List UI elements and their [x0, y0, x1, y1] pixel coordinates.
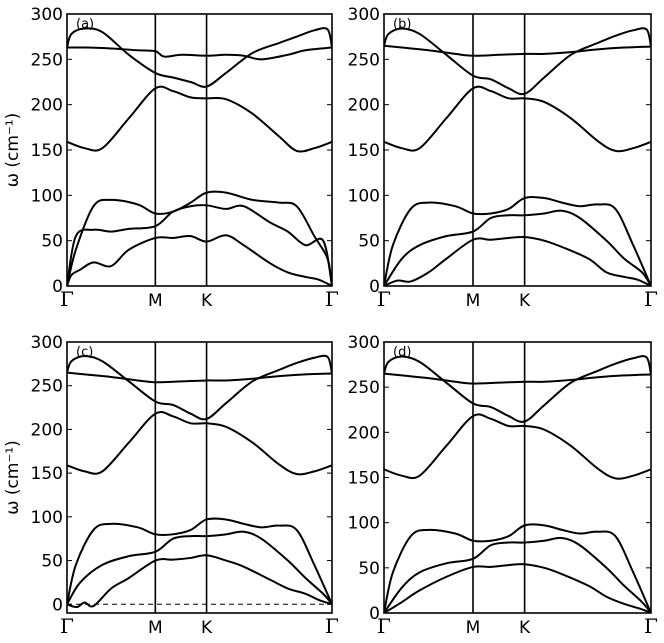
x-symmetry-label: Γ — [325, 614, 339, 638]
phonon-branch-4 — [67, 411, 332, 476]
y-tick-label: 0 — [52, 595, 63, 615]
phonon-branch-3 — [384, 523, 651, 613]
y-tick-label: 150 — [348, 141, 380, 161]
phonon-branch-1 — [67, 234, 332, 286]
y-tick-label: 250 — [348, 50, 380, 70]
y-tick-label: 300 — [31, 333, 63, 353]
y-tick-label: 150 — [31, 464, 63, 484]
phonon-branch-2 — [67, 530, 332, 605]
phonon-branch-2 — [67, 204, 332, 286]
phonon-branch-4 — [384, 413, 651, 480]
y-tick-label: 50 — [358, 559, 380, 579]
y-axis-label: ω (cm⁻¹) — [3, 440, 23, 515]
y-tick-label: 150 — [348, 469, 380, 489]
y-tick-label: 50 — [41, 552, 63, 572]
x-symmetry-label: Γ — [60, 287, 74, 311]
phonon-branch-1 — [384, 235, 651, 286]
phonon-branch-4 — [384, 85, 651, 153]
x-symmetry-label: K — [201, 618, 213, 638]
y-tick-label: 250 — [31, 50, 63, 70]
series-group — [384, 355, 651, 613]
x-symmetry-label: K — [201, 291, 213, 311]
phonon-branch-3 — [67, 517, 332, 605]
x-symmetry-label: K — [519, 291, 531, 311]
y-tick-label: 0 — [52, 277, 63, 297]
y-tick-label: 100 — [31, 186, 63, 206]
y-tick-label: 100 — [348, 514, 380, 534]
x-symmetry-label: K — [519, 618, 531, 638]
phonon-branch-2 — [384, 209, 651, 286]
x-symmetry-label: Γ — [60, 614, 74, 638]
series-group — [384, 27, 651, 286]
phonon-branch-5 — [384, 372, 651, 385]
x-symmetry-label: M — [466, 618, 481, 638]
y-tick-label: 150 — [31, 141, 63, 161]
x-symmetry-label: Γ — [377, 614, 391, 638]
y-tick-label: 0 — [369, 277, 380, 297]
phonon-branch-5 — [67, 371, 332, 384]
y-tick-label: 200 — [31, 96, 63, 116]
phonon-branch-5 — [67, 46, 332, 61]
phonon-branch-4 — [67, 85, 332, 153]
phonon-branch-2 — [384, 536, 651, 613]
plot-frame — [66, 341, 333, 614]
phonon-branch-6 — [67, 27, 332, 88]
phonon-branch-1 — [384, 563, 651, 613]
y-tick-label: 300 — [348, 5, 380, 25]
phonon-branch-6 — [67, 354, 332, 421]
phonon-branch-3 — [67, 190, 332, 286]
y-tick-label: 50 — [358, 232, 380, 252]
x-symmetry-label: Γ — [644, 614, 658, 638]
phonon-branch-3 — [384, 196, 651, 286]
y-tick-label: 200 — [348, 423, 380, 443]
y-tick-label: 250 — [348, 378, 380, 398]
y-tick-label: 300 — [31, 5, 63, 25]
y-tick-label: 100 — [31, 508, 63, 528]
y-tick-label: 300 — [348, 333, 380, 353]
x-symmetry-label: M — [466, 291, 481, 311]
y-axis-label: ω (cm⁻¹) — [3, 113, 23, 188]
phonon-branch-1 — [67, 554, 332, 609]
series-group — [67, 27, 332, 286]
x-symmetry-label: Γ — [377, 287, 391, 311]
phonon-branch-5 — [384, 44, 651, 57]
y-tick-label: 50 — [41, 232, 63, 252]
y-tick-label: 100 — [348, 186, 380, 206]
phonon-branch-6 — [384, 355, 651, 423]
series-group — [67, 354, 332, 609]
y-tick-label: 200 — [31, 420, 63, 440]
x-symmetry-label: Γ — [644, 287, 658, 311]
y-tick-label: 250 — [31, 377, 63, 397]
y-tick-label: 200 — [348, 96, 380, 116]
x-symmetry-label: Γ — [325, 287, 339, 311]
x-symmetry-label: M — [148, 618, 163, 638]
phonon-branch-6 — [384, 27, 651, 96]
y-tick-label: 0 — [369, 604, 380, 624]
x-symmetry-label: M — [148, 291, 163, 311]
